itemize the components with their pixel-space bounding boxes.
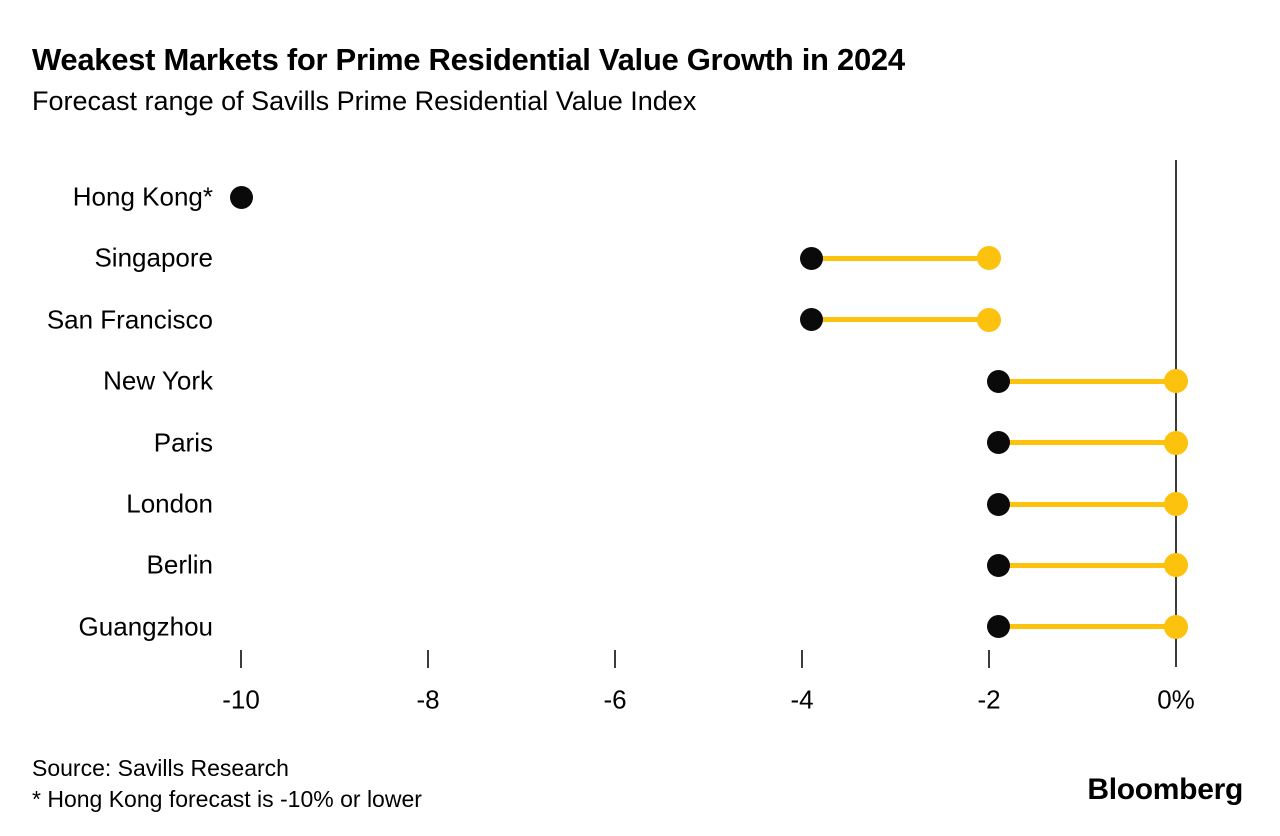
range-line — [998, 501, 1176, 507]
high-dot — [977, 246, 1001, 271]
low-dot — [799, 308, 823, 332]
x-axis-tick — [614, 650, 616, 668]
row-label: London — [126, 488, 213, 519]
footnote-text: * Hong Kong forecast is -10% or lower — [32, 786, 422, 812]
range-line — [811, 255, 989, 261]
row-label: New York — [103, 365, 213, 396]
high-dot — [1164, 614, 1188, 639]
row-label: Hong Kong* — [72, 181, 213, 212]
low-dot — [986, 553, 1010, 577]
row-label: Berlin — [146, 549, 213, 580]
x-axis-tick — [988, 650, 990, 668]
high-dot — [977, 307, 1001, 332]
range-line — [811, 317, 989, 323]
high-dot — [1164, 430, 1188, 455]
x-axis-tick-label: -10 — [222, 684, 260, 715]
x-axis-tick-label: -4 — [790, 684, 814, 715]
x-axis-tick-label: -8 — [416, 684, 440, 715]
low-dot — [986, 615, 1010, 639]
x-axis-tick-label: -2 — [977, 684, 1001, 715]
row-label: Paris — [153, 427, 213, 458]
high-dot — [1164, 492, 1188, 516]
row-label: Guangzhou — [78, 611, 213, 642]
x-axis-tick — [801, 650, 803, 668]
range-line — [998, 562, 1176, 568]
bloomberg-logo: Bloomberg — [1087, 773, 1243, 806]
source-text: Source: Savills Research — [32, 755, 289, 781]
low-dot — [986, 369, 1010, 393]
row-label: Singapore — [94, 242, 213, 273]
x-axis-tick — [240, 650, 242, 668]
high-dot — [1164, 553, 1188, 578]
low-dot — [986, 492, 1010, 516]
range-line — [998, 378, 1176, 384]
x-axis-tick — [427, 650, 429, 668]
high-dot — [1164, 369, 1188, 394]
range-line — [998, 624, 1176, 630]
x-axis-tick-label: -6 — [603, 684, 627, 715]
range-line — [998, 440, 1176, 446]
low-dot — [799, 246, 823, 270]
chart-subtitle: Forecast range of Savills Prime Resident… — [32, 86, 697, 116]
x-axis-tick-label: 0% — [1157, 684, 1195, 715]
low-dot — [229, 185, 253, 209]
chart-title: Weakest Markets for Prime Residential Va… — [32, 42, 905, 77]
zero-axis-line — [1175, 160, 1177, 667]
low-dot — [986, 431, 1010, 455]
row-label: San Francisco — [46, 304, 213, 335]
